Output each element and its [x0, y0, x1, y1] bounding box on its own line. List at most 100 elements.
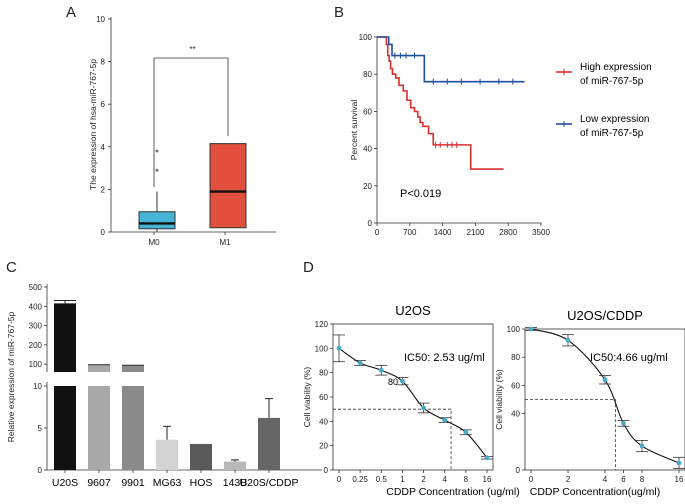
- fit-curve: [530, 328, 680, 464]
- data-point: [565, 337, 571, 343]
- y-tick-label: 400: [29, 302, 43, 311]
- panel-letter-b: B: [334, 4, 344, 21]
- x-tick-label: 4: [442, 475, 447, 484]
- y-axis-label: The expression of hsa-miR-767-5p: [88, 59, 98, 190]
- x-tick-label: MG63: [153, 477, 182, 489]
- legend-label: High expression: [580, 62, 652, 73]
- x-tick-label: 8: [640, 475, 645, 484]
- ic50-label: IC50: 2.53 ug/ml: [404, 352, 485, 364]
- legend-label: of miR-767-5p: [580, 76, 644, 87]
- panel-d-u2os-cddp-dose-response: U2OS/CDDP 0 40 60 80 100 0 2 4 6 8 16 CDDP Concentra…: [494, 308, 685, 498]
- bar-9607-upper: [88, 365, 110, 372]
- y-tick-label: 0: [101, 228, 106, 237]
- stray-label: 80: [388, 377, 398, 387]
- box-M0: [138, 211, 176, 230]
- x-tick-label: 0: [375, 228, 380, 237]
- panel-a-boxplot: 0 2 4 6 8 10 The expression of hsa-miR-767-5p M…: [88, 15, 276, 247]
- x-axis-label: CDDP Concentration(ug/ml): [530, 486, 661, 498]
- y-tick-label: 5: [38, 424, 43, 433]
- x-tick-label: U20S/CDDP: [240, 477, 299, 489]
- data-point: [676, 460, 682, 466]
- bar-9607: [88, 386, 110, 470]
- x-tick-label: 9901: [121, 477, 145, 489]
- x-tick-label: 4: [603, 475, 608, 484]
- x-tick-label: 2800: [499, 228, 517, 237]
- x-tick-label: 8: [464, 475, 469, 484]
- y-tick-label: 8: [101, 58, 106, 67]
- x-tick-label: 16: [483, 475, 492, 484]
- data-point: [336, 345, 342, 351]
- x-tick-label: HOS: [190, 477, 213, 489]
- box-outlier: [155, 149, 159, 153]
- significance-label: **: [189, 45, 195, 54]
- x-tick-label: 3500: [532, 228, 550, 237]
- data-point: [528, 326, 534, 332]
- y-tick-label: 80: [363, 70, 372, 79]
- ic50-guide: [525, 399, 616, 470]
- panel-letter-c: C: [6, 259, 17, 276]
- data-point: [400, 378, 405, 384]
- data-point: [639, 443, 645, 449]
- panel-b-survival-plot: 0 20 40 60 80 100 0 700 1400 2100 2800 3500 Percent …: [349, 33, 652, 237]
- x-tick-label: 143B: [223, 477, 248, 489]
- y-tick-label: 0: [38, 466, 43, 475]
- y-tick-label: 10: [33, 382, 42, 391]
- y-tick-label: 100: [507, 325, 521, 334]
- y-tick-label: 0: [368, 219, 373, 228]
- box-M1: [209, 143, 247, 229]
- y-tick-label: 40: [363, 145, 372, 154]
- x-tick-label: 16: [675, 475, 684, 484]
- panel-d-u2os-dose-response: U2OS 0 20 40 60 80 100 120 0 0.25 0.5 1 2 4 8 16 CDDP Co…: [302, 303, 520, 498]
- y-tick-label: 40: [511, 410, 520, 419]
- box-outlier: [155, 168, 159, 172]
- y-tick-label: 60: [363, 107, 372, 116]
- y-tick-label: 40: [319, 417, 328, 426]
- data-point: [421, 405, 426, 411]
- data-point: [442, 417, 448, 423]
- bar-9901: [122, 386, 144, 470]
- x-tick-label: 2100: [467, 228, 485, 237]
- y-tick-label: 0: [324, 466, 329, 475]
- y-tick-label: 200: [29, 341, 43, 350]
- survival-curve-high: [377, 36, 504, 170]
- y-tick-label: 4: [101, 143, 106, 152]
- y-axis-label: Cell viability (%): [302, 367, 312, 428]
- bar-9901-upper: [122, 365, 144, 372]
- y-tick-label: 80: [319, 369, 328, 378]
- ic50-guide: [333, 408, 452, 470]
- x-tick-label: 1400: [434, 228, 452, 237]
- data-point: [621, 421, 626, 426]
- significance-bracket: [153, 57, 229, 188]
- chart-title: U2OS: [395, 303, 431, 318]
- bar-143B: [224, 461, 246, 470]
- y-tick-label: 2: [101, 185, 106, 194]
- panel-letter-d: D: [303, 259, 314, 276]
- x-tick-label: 0.25: [352, 475, 368, 484]
- data-point: [484, 455, 490, 461]
- legend-label: Low expression: [580, 114, 649, 125]
- x-tick-label: 6: [621, 475, 626, 484]
- y-tick-label: 0: [516, 466, 521, 475]
- axis-break-gap: [39, 373, 322, 381]
- x-tick-label: 700: [403, 228, 417, 237]
- chart-title: U2OS/CDDP: [567, 308, 643, 323]
- x-tick-label: 2: [566, 475, 571, 484]
- panel-c-bar-chart: 100 200 300 400 500 0 5 10 Relative expression o…: [6, 283, 322, 489]
- y-tick-label: 500: [29, 283, 43, 292]
- y-tick-label: 20: [319, 442, 328, 451]
- y-tick-label: 120: [315, 320, 329, 329]
- data-point: [378, 367, 384, 373]
- y-tick-label: 100: [315, 344, 329, 353]
- data-point: [357, 360, 363, 366]
- x-tick-label: 0: [337, 475, 342, 484]
- data-point: [463, 429, 469, 435]
- x-tick-label: 2: [421, 475, 426, 484]
- p-value-annotation: P<0.019: [400, 188, 441, 200]
- x-tick-label: 1: [400, 475, 405, 484]
- x-tick-label: M0: [148, 238, 160, 247]
- y-tick-label: 100: [29, 360, 43, 369]
- y-tick-label: 6: [101, 100, 106, 109]
- ic50-label: IC50:4.66 ug/ml: [590, 352, 668, 364]
- bar-MG63: [156, 439, 178, 470]
